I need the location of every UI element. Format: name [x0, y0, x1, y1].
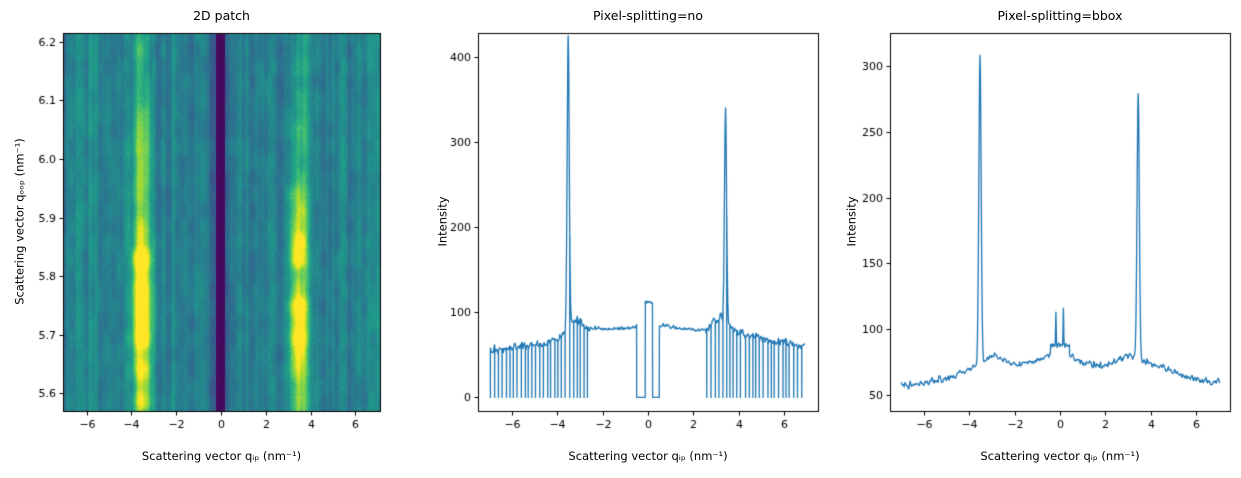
heatmap-ylabel: Scattering vector qₒₒₚ (nm⁻¹)	[12, 138, 27, 305]
bbox-split-xlabel: Scattering vector qᵢₚ (nm⁻¹)	[980, 449, 1140, 463]
no-split-xlabel: Scattering vector qᵢₚ (nm⁻¹)	[568, 449, 728, 463]
no-split-title: Pixel-splitting=no	[593, 8, 703, 23]
bbox-split-title: Pixel-splitting=bbox	[997, 8, 1123, 23]
no-split-ylabel: Intensity	[435, 196, 450, 247]
heatmap-title: 2D patch	[193, 8, 250, 23]
bbox-split-ylabel: Intensity	[844, 196, 859, 247]
heatmap-xlabel: Scattering vector qᵢₚ (nm⁻¹)	[141, 449, 302, 463]
